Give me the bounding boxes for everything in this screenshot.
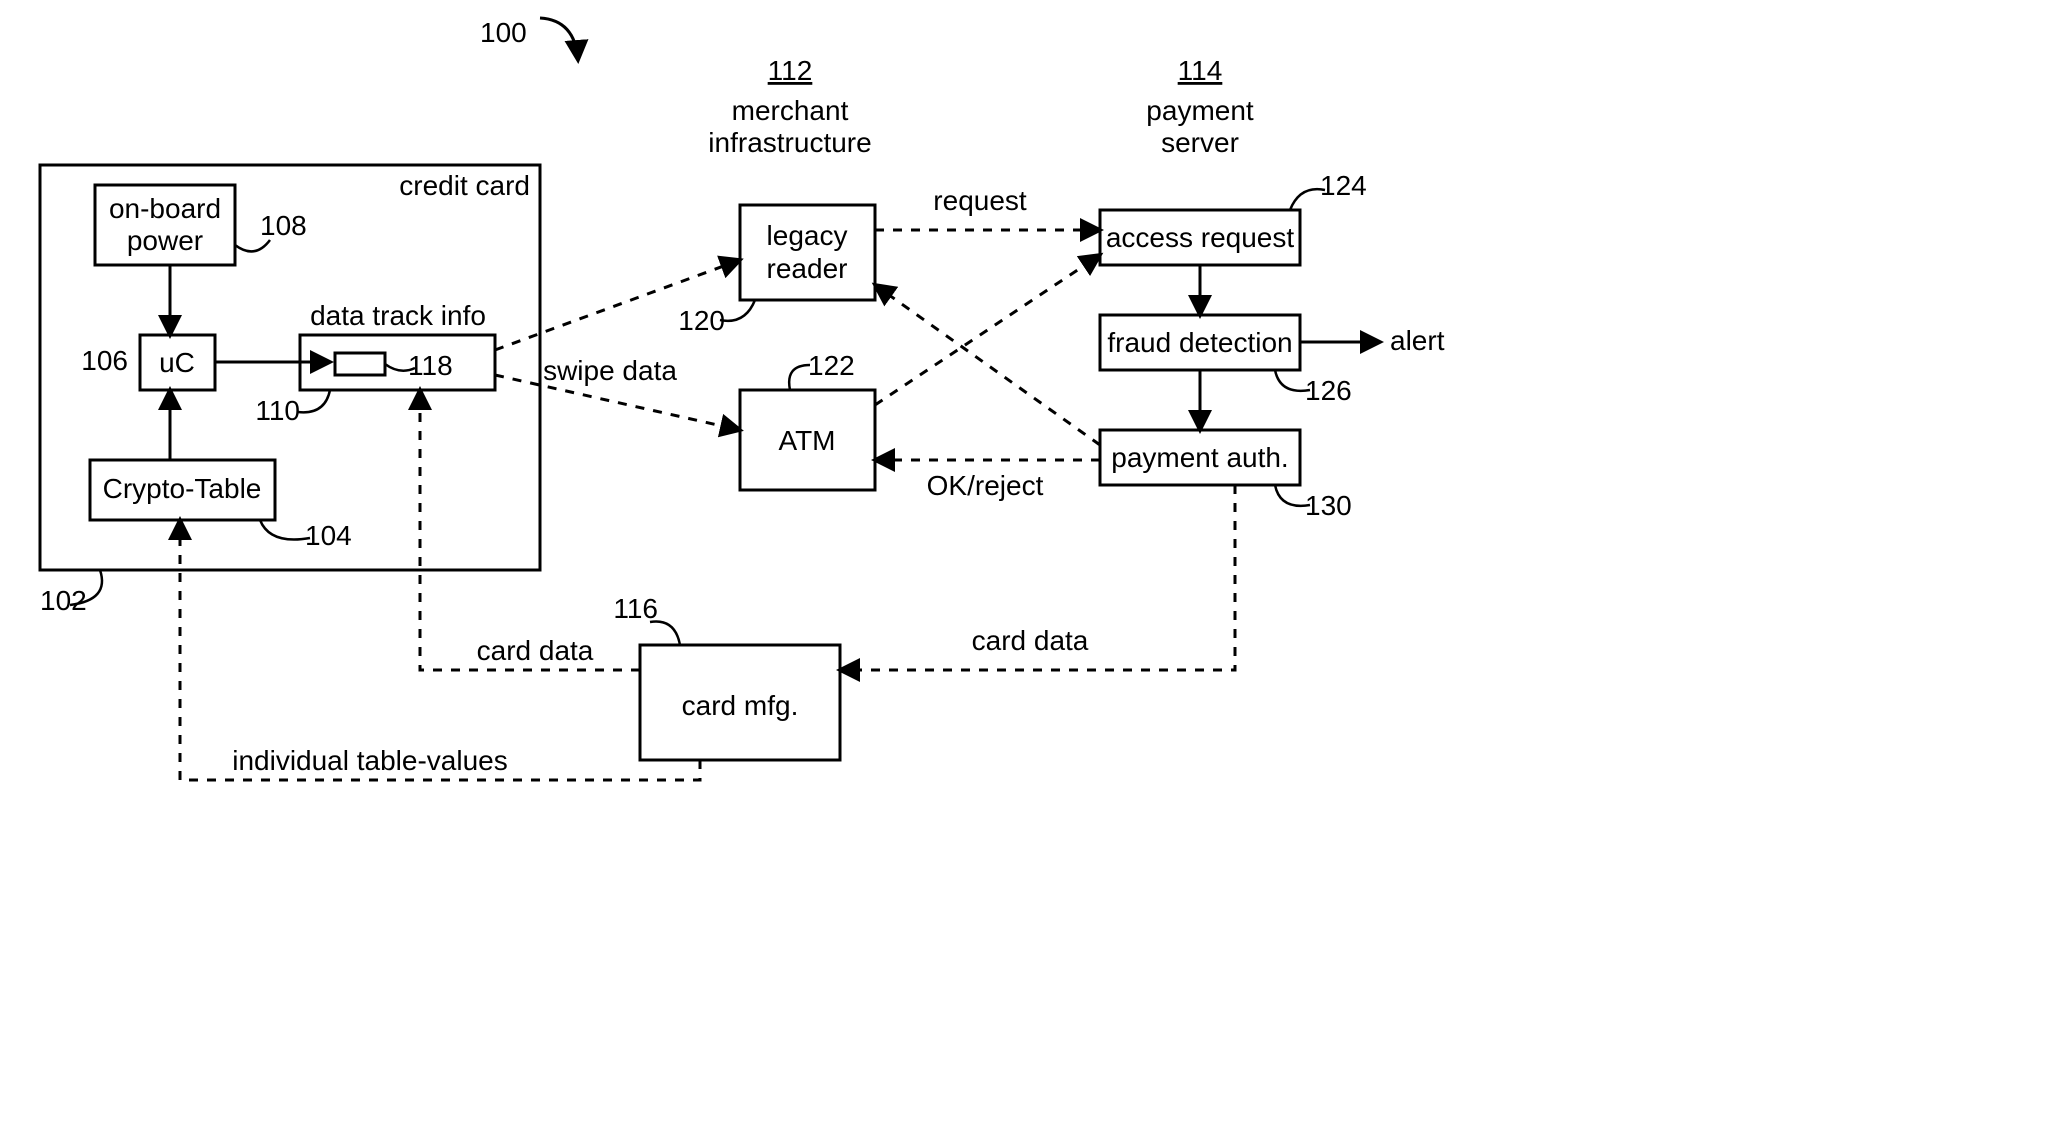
atm-ref: 122 <box>808 350 855 381</box>
alert-label: alert <box>1390 325 1445 356</box>
request-label: request <box>933 185 1027 216</box>
table-values-label: individual table-values <box>232 745 508 776</box>
edge-atm-to-access <box>875 255 1100 405</box>
figure-ref-arrow <box>540 18 578 60</box>
card-mfg-ref: 116 <box>613 593 658 624</box>
uc-label: uC <box>159 347 195 378</box>
data-track-inner-icon <box>335 353 385 375</box>
legacy-reader-ref-callout <box>720 300 755 321</box>
fraud-detection-ref: 126 <box>1305 375 1352 406</box>
credit-card-ref: 102 <box>40 585 87 616</box>
fraud-detection-label: fraud detection <box>1107 327 1292 358</box>
onboard-power-label-2: power <box>127 225 203 256</box>
atm-label: ATM <box>778 425 835 456</box>
data-track-label: data track info <box>310 300 486 331</box>
merchant-label-2: infrastructure <box>708 127 871 158</box>
edge-cardmfg-to-crypto <box>180 520 700 780</box>
uc-ref: 106 <box>81 345 128 376</box>
payment-auth-ref: 130 <box>1305 490 1352 521</box>
data-track-ref: 110 <box>255 395 300 426</box>
payment-auth-label: payment auth. <box>1111 442 1288 473</box>
card-mfg-label: card mfg. <box>682 690 799 721</box>
payment-server-label-1: payment <box>1146 95 1254 126</box>
merchant-label-1: merchant <box>732 95 849 126</box>
access-request-ref: 124 <box>1320 170 1367 201</box>
onboard-power-label-1: on-board <box>109 193 221 224</box>
swipe-data-label: swipe data <box>543 355 677 386</box>
data-track-ref-callout <box>298 390 330 412</box>
onboard-power-ref-callout <box>235 240 270 251</box>
onboard-power-ref: 108 <box>260 210 307 241</box>
legacy-reader-ref: 120 <box>678 305 725 336</box>
merchant-ref: 112 <box>768 55 813 86</box>
atm-ref-callout <box>789 365 810 390</box>
legacy-reader-label-1: legacy <box>767 220 848 251</box>
credit-card-label: credit card <box>399 170 530 201</box>
crypto-table-ref: 104 <box>305 520 352 551</box>
edge-payment-to-legacy <box>875 285 1100 445</box>
crypto-table-ref-callout <box>260 520 310 540</box>
card-data-right-label: card data <box>972 625 1089 656</box>
payment-server-label-2: server <box>1161 127 1239 158</box>
diagram-canvas: 100 112 merchant infrastructure 114 paym… <box>0 0 1480 820</box>
access-request-label: access request <box>1106 222 1295 253</box>
payment-server-ref: 114 <box>1178 55 1223 86</box>
figure-ref-number: 100 <box>480 17 527 48</box>
card-mfg-ref-callout <box>650 621 680 645</box>
ok-reject-label: OK/reject <box>927 470 1044 501</box>
crypto-table-label: Crypto-Table <box>103 473 262 504</box>
card-data-left-label: card data <box>477 635 594 666</box>
legacy-reader-label-2: reader <box>767 253 848 284</box>
data-track-inner-ref: 118 <box>408 350 453 381</box>
edge-cardmfg-to-datatrack <box>420 390 640 670</box>
